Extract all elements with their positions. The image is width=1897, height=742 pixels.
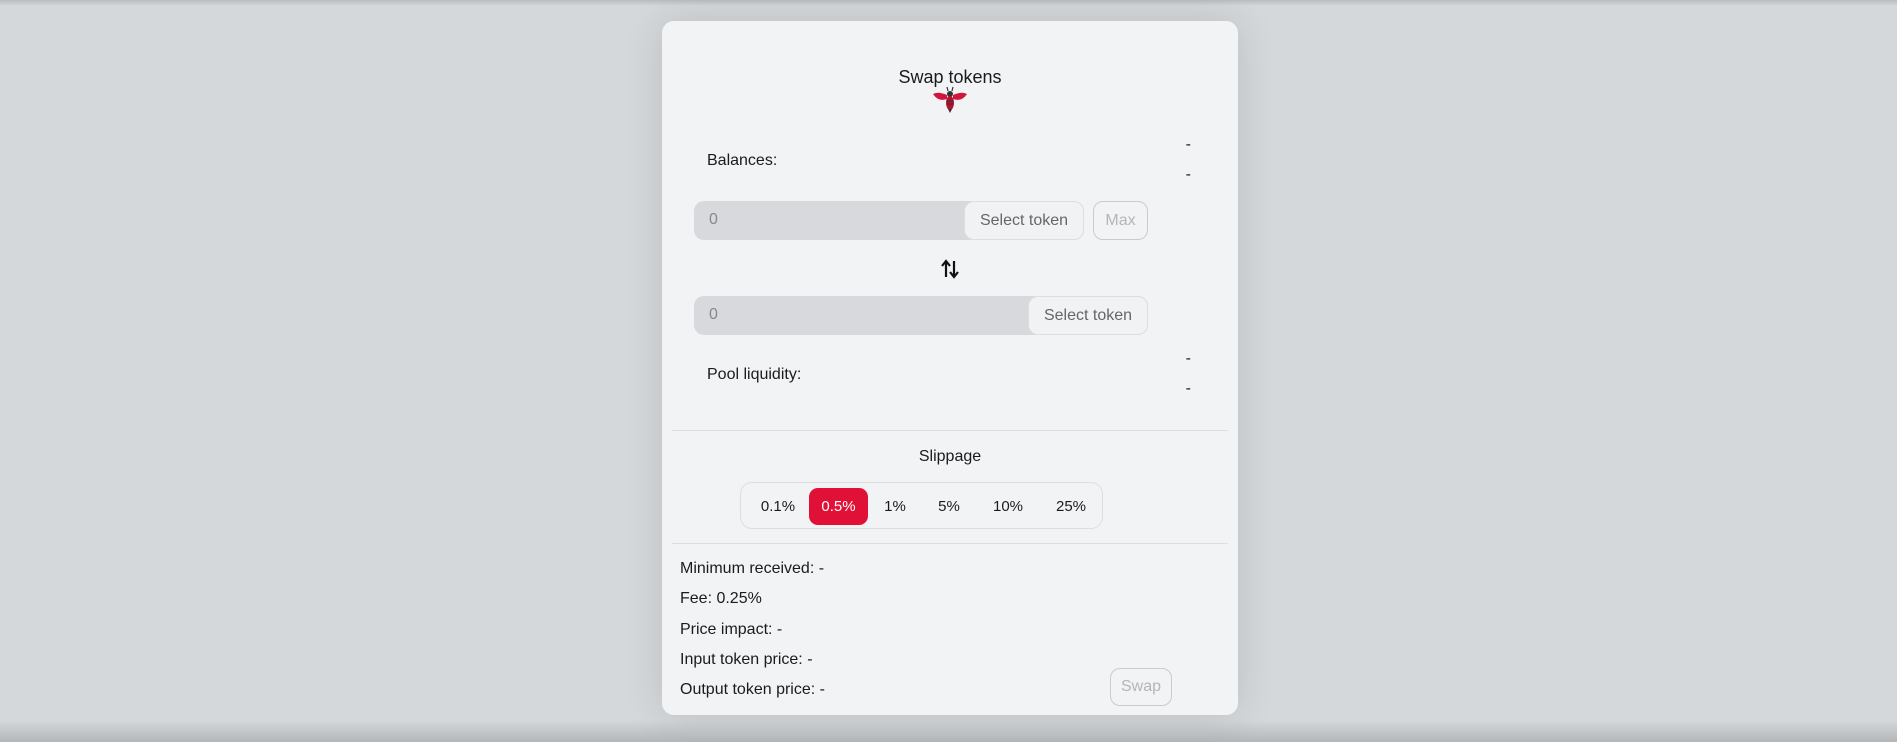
page-title: Swap tokens bbox=[898, 67, 1002, 87]
output-select-token-button[interactable]: Select token bbox=[1028, 296, 1148, 335]
swap-card: Swap tokens Balances: - - 0 Select token… bbox=[662, 21, 1238, 715]
swap-direction-icon[interactable] bbox=[938, 258, 962, 280]
output-amount-field[interactable]: 0 Select token bbox=[694, 296, 1148, 335]
balance-output-value: - bbox=[1185, 166, 1191, 183]
input-amount-field[interactable]: 0 Select token bbox=[694, 201, 1084, 240]
balance-input-value: - bbox=[1185, 136, 1191, 153]
minimum-received: Minimum received: - bbox=[680, 560, 825, 577]
slippage-option-1[interactable]: 1% bbox=[884, 498, 906, 515]
pool-liquidity-input: - bbox=[1185, 350, 1191, 367]
swap-button[interactable]: Swap bbox=[1110, 668, 1172, 706]
slippage-option-5[interactable]: 5% bbox=[938, 498, 960, 515]
pool-liquidity-label: Pool liquidity: bbox=[707, 366, 802, 383]
slippage-option-10[interactable]: 10% bbox=[992, 498, 1024, 515]
slippage-option-25[interactable]: 25% bbox=[1055, 498, 1087, 515]
fee: Fee: 0.25% bbox=[680, 590, 762, 607]
slippage-label: Slippage bbox=[918, 448, 982, 465]
divider bbox=[672, 543, 1228, 544]
price-impact: Price impact: - bbox=[680, 621, 783, 638]
input-select-token-button[interactable]: Select token bbox=[964, 201, 1084, 240]
pool-liquidity-output: - bbox=[1185, 380, 1191, 397]
balances-label: Balances: bbox=[707, 152, 778, 169]
divider bbox=[672, 430, 1228, 431]
max-button[interactable]: Max bbox=[1093, 201, 1148, 240]
output-token-price: Output token price: - bbox=[680, 681, 825, 698]
slippage-option-0.5[interactable]: 0.5% bbox=[809, 488, 868, 525]
slippage-selector: 0.1% 0.5% 1% 5% 10% 25% bbox=[740, 482, 1103, 529]
input-token-price: Input token price: - bbox=[680, 651, 813, 668]
output-amount-value: 0 bbox=[709, 306, 718, 323]
bee-logo-icon bbox=[932, 85, 968, 122]
slippage-option-0.1[interactable]: 0.1% bbox=[760, 498, 796, 515]
input-amount-value: 0 bbox=[709, 211, 718, 228]
